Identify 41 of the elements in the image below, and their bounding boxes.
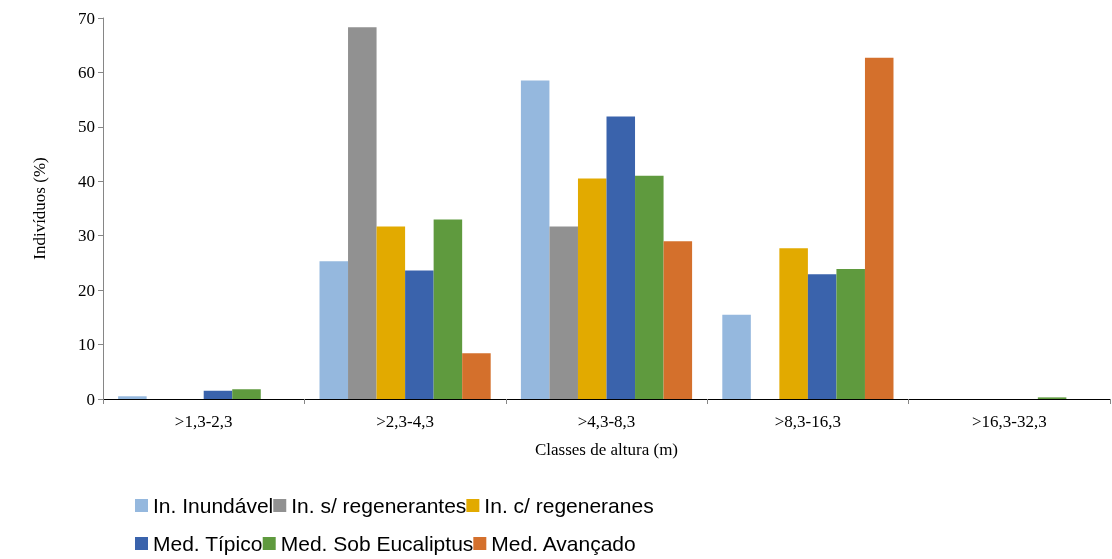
bar — [606, 116, 636, 399]
y-axis-title: Indivíduos (%) — [30, 157, 49, 260]
bar — [433, 219, 463, 399]
bar — [405, 270, 434, 399]
bar — [319, 261, 349, 399]
bar — [807, 274, 837, 399]
y-tick-label: 40 — [78, 171, 95, 191]
bar — [232, 389, 261, 399]
y-tick-label: 30 — [78, 226, 95, 246]
bar — [577, 178, 607, 399]
x-tick-label: >1,3-2,3 — [174, 412, 233, 431]
bar — [663, 241, 693, 399]
bar — [836, 268, 865, 399]
y-tick-label: 0 — [86, 389, 95, 409]
bar — [118, 396, 147, 399]
legend-label: In. c/ regeneranes — [484, 494, 654, 517]
x-axis-title: Classes de altura (m) — [534, 440, 679, 459]
legend-label: In. s/ regenerantes — [291, 494, 467, 517]
bar — [376, 226, 406, 399]
legend-label: Med. Típico — [153, 532, 263, 555]
y-tick-label: 70 — [78, 8, 95, 28]
bar — [348, 27, 377, 399]
bar — [779, 248, 808, 399]
legend-label: In. Inundável — [153, 494, 274, 517]
y-tick-label: 50 — [78, 117, 95, 137]
bar — [203, 390, 233, 399]
y-tick-label: 20 — [78, 280, 95, 300]
legend-label: Med. Sob Eucaliptus — [280, 532, 474, 555]
x-tick-label: >4,3-8,3 — [577, 412, 636, 431]
bar — [864, 57, 894, 399]
x-tick-label: >16,3-32,3 — [971, 412, 1047, 431]
legend-label: Med. Avançado — [491, 532, 636, 555]
bar — [635, 175, 664, 399]
bar — [722, 314, 751, 399]
bar — [520, 80, 550, 399]
bar — [549, 226, 578, 399]
x-tick-label: >8,3-16,3 — [774, 412, 842, 431]
y-tick-label: 10 — [78, 335, 95, 355]
y-tick-label: 60 — [78, 62, 95, 82]
bar — [462, 353, 491, 399]
x-tick-label: >2,3-4,3 — [376, 412, 434, 431]
